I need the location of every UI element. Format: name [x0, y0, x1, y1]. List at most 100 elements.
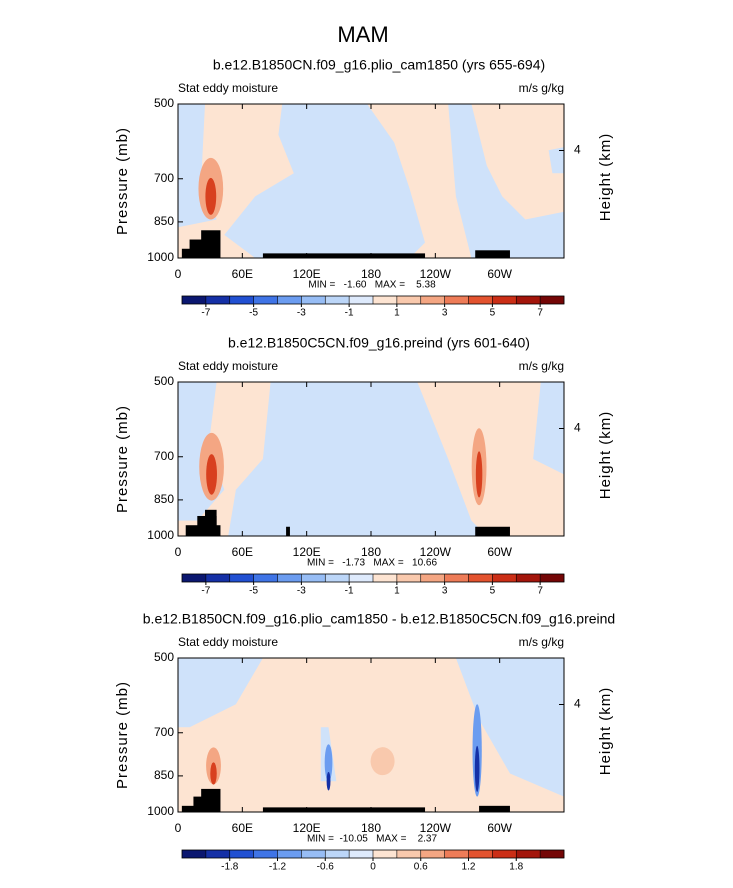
field-region	[533, 382, 564, 475]
colorbar-tick-label: -1.2	[269, 862, 287, 873]
y-tick-label: 1000	[147, 528, 174, 542]
left-label: Stat eddy moisture	[178, 359, 278, 373]
x-tick-label: 120W	[420, 267, 452, 281]
terrain	[262, 253, 426, 258]
y-tick-label: 700	[154, 171, 174, 185]
colorbar-box	[444, 574, 469, 582]
x-tick-label: 60E	[232, 267, 253, 281]
x-tick-label: 60W	[487, 821, 512, 835]
panel-title: b.e12.B1850CN.f09_g16.plio_cam1850 - b.e…	[143, 611, 615, 627]
colorbar-box	[349, 296, 374, 304]
colorbar-box	[205, 850, 231, 858]
colorbar-box	[349, 850, 374, 858]
x-tick-label: 120W	[420, 545, 452, 559]
x-tick-label: 60E	[232, 821, 253, 835]
panel-title: b.e12.B1850C5CN.f09_g16.preind (yrs 601-…	[228, 335, 530, 351]
y-axis-label: Pressure (mb)	[114, 681, 131, 789]
stats-label: MIN = -1.60 MAX = 5.38	[308, 280, 436, 291]
colorbar-box	[540, 296, 565, 304]
colorbar-tick-label: -7	[201, 586, 210, 597]
field-region	[224, 104, 425, 258]
x-tick-label: 180	[361, 545, 381, 559]
field-region	[455, 658, 564, 797]
y-tick-label: 500	[154, 96, 174, 110]
colorbar-box	[373, 850, 398, 858]
colorbar-box	[420, 850, 445, 858]
colorbar-tick-label: -0.6	[317, 862, 335, 873]
colorbar-box	[253, 296, 278, 304]
y-tick-label: 850	[154, 768, 174, 782]
colorbar-tick-label: -5	[249, 586, 258, 597]
colorbar-box	[492, 850, 517, 858]
field-maximum	[206, 454, 217, 495]
y2-axis-label: Height (km)	[597, 687, 614, 776]
colorbar-box	[468, 574, 493, 582]
y-tick-label: 850	[154, 214, 174, 228]
field-minimum	[326, 771, 331, 791]
x-tick-label: 120E	[293, 267, 321, 281]
right-label: m/s g/kg	[519, 635, 564, 649]
contour-field	[178, 382, 564, 536]
y2-tick-label: 4	[574, 421, 581, 435]
colorbar-tick-label: -3	[297, 308, 306, 319]
colorbar-box	[277, 850, 302, 858]
colorbar-box	[420, 574, 445, 582]
y-tick-label: 500	[154, 374, 174, 388]
colorbar-tick-label: 1	[394, 586, 400, 597]
colorbar-tick-label: 3	[442, 308, 448, 319]
colorbar-box	[277, 296, 302, 304]
y2-axis-label: Height (km)	[597, 133, 614, 222]
y-axis-label: Pressure (mb)	[114, 127, 131, 235]
colorbar-box	[349, 574, 374, 582]
colorbar-box	[301, 574, 326, 582]
colorbar-box	[468, 296, 493, 304]
colorbar-box	[182, 850, 207, 858]
colorbar-box	[325, 296, 350, 304]
x-tick-label: 0	[175, 545, 182, 559]
field-region	[548, 147, 564, 174]
colorbar-tick-label: -1	[345, 308, 354, 319]
terrain	[286, 526, 290, 536]
colorbar-tick-label: -3	[297, 586, 306, 597]
terrain	[475, 526, 510, 536]
field-maximum	[205, 177, 217, 215]
colorbar-box	[516, 574, 541, 582]
x-tick-label: 120E	[293, 821, 321, 835]
colorbar-tick-label: 5	[490, 586, 496, 597]
colorbar-box	[492, 296, 517, 304]
terrain	[201, 788, 221, 812]
field-maximum	[475, 451, 483, 498]
x-tick-label: 0	[175, 267, 182, 281]
left-label: Stat eddy moisture	[178, 635, 278, 649]
colorbar-box	[492, 574, 517, 582]
panel-title: b.e12.B1850CN.f09_g16.plio_cam1850 (yrs …	[213, 57, 545, 73]
colorbar-box	[229, 850, 254, 858]
y-tick-label: 500	[154, 650, 174, 664]
field-region	[448, 104, 564, 258]
terrain	[475, 250, 510, 258]
terrain	[479, 805, 510, 812]
colorbar-tick-label: 5	[490, 308, 496, 319]
colorbar-box	[182, 574, 207, 582]
colorbar-tick-label: 1.8	[509, 862, 523, 873]
colorbar-box	[182, 296, 207, 304]
colorbar-tick-label: -1	[345, 586, 354, 597]
y2-axis-label: Height (km)	[597, 411, 614, 500]
colorbar-tick-label: 1	[394, 308, 400, 319]
colorbar-tick-label: -7	[201, 308, 210, 319]
colorbar-box	[540, 574, 565, 582]
right-label: m/s g/kg	[519, 81, 564, 95]
colorbar-tick-label: 0	[370, 862, 376, 873]
colorbar-tick-label: -1.8	[221, 862, 239, 873]
field-maximum	[370, 747, 395, 776]
contour-field	[178, 658, 564, 812]
colorbar-box	[540, 850, 565, 858]
colorbar-box	[468, 850, 493, 858]
y2-tick-label: 4	[574, 697, 581, 711]
stats-label: MIN = -10.05 MAX = 2.37	[307, 834, 437, 845]
colorbar-box	[516, 296, 541, 304]
colorbar-box	[396, 850, 422, 858]
colorbar-box	[373, 296, 398, 304]
colorbar-tick-label: -5	[249, 308, 258, 319]
figure-title: MAM	[337, 22, 388, 47]
